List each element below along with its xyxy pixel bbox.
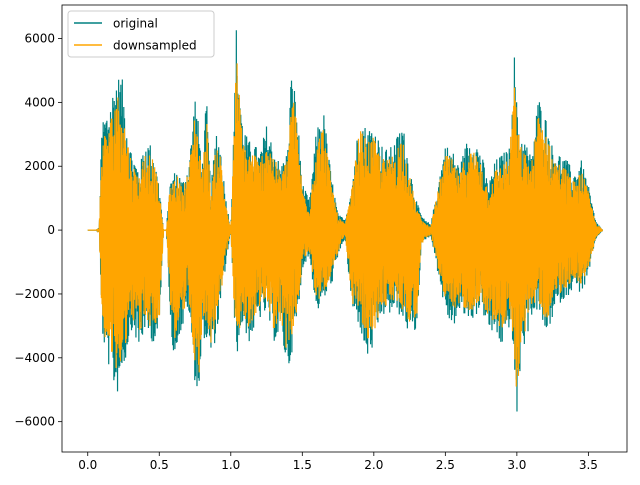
x-tick-label: 0.0	[78, 458, 97, 472]
legend-box	[67, 10, 215, 58]
y-tick-label: −6000	[14, 415, 55, 429]
x-tick-label: 3.0	[507, 458, 526, 472]
series-layer	[87, 30, 604, 412]
plot-frame	[61, 4, 628, 453]
x-tick-label: 0.5	[150, 458, 169, 472]
axes-layer: 0.0 0.5 1.0 1.5 2.0 2.5 3.0 3.5 −6000 −4000 −2000 0…	[14, 4, 628, 472]
x-tick-label: 3.5	[579, 458, 598, 472]
y-tick-label: 2000	[24, 159, 55, 173]
legend-label-original: original	[113, 17, 158, 31]
y-tick-label: −4000	[14, 351, 55, 365]
legend: original downsampled	[67, 10, 215, 58]
legend-label-downsampled: downsampled	[113, 39, 197, 53]
y-tick-label: 0	[47, 223, 55, 237]
y-tick-label: 4000	[24, 95, 55, 109]
series-line-downsampled	[87, 63, 604, 387]
x-tick-label: 1.5	[293, 458, 312, 472]
x-tick-label: 2.5	[436, 458, 455, 472]
y-tick-label: −2000	[14, 287, 55, 301]
y-tick-label: 6000	[24, 32, 55, 46]
x-tick-label: 2.0	[364, 458, 383, 472]
x-tick-label: 1.0	[221, 458, 240, 472]
